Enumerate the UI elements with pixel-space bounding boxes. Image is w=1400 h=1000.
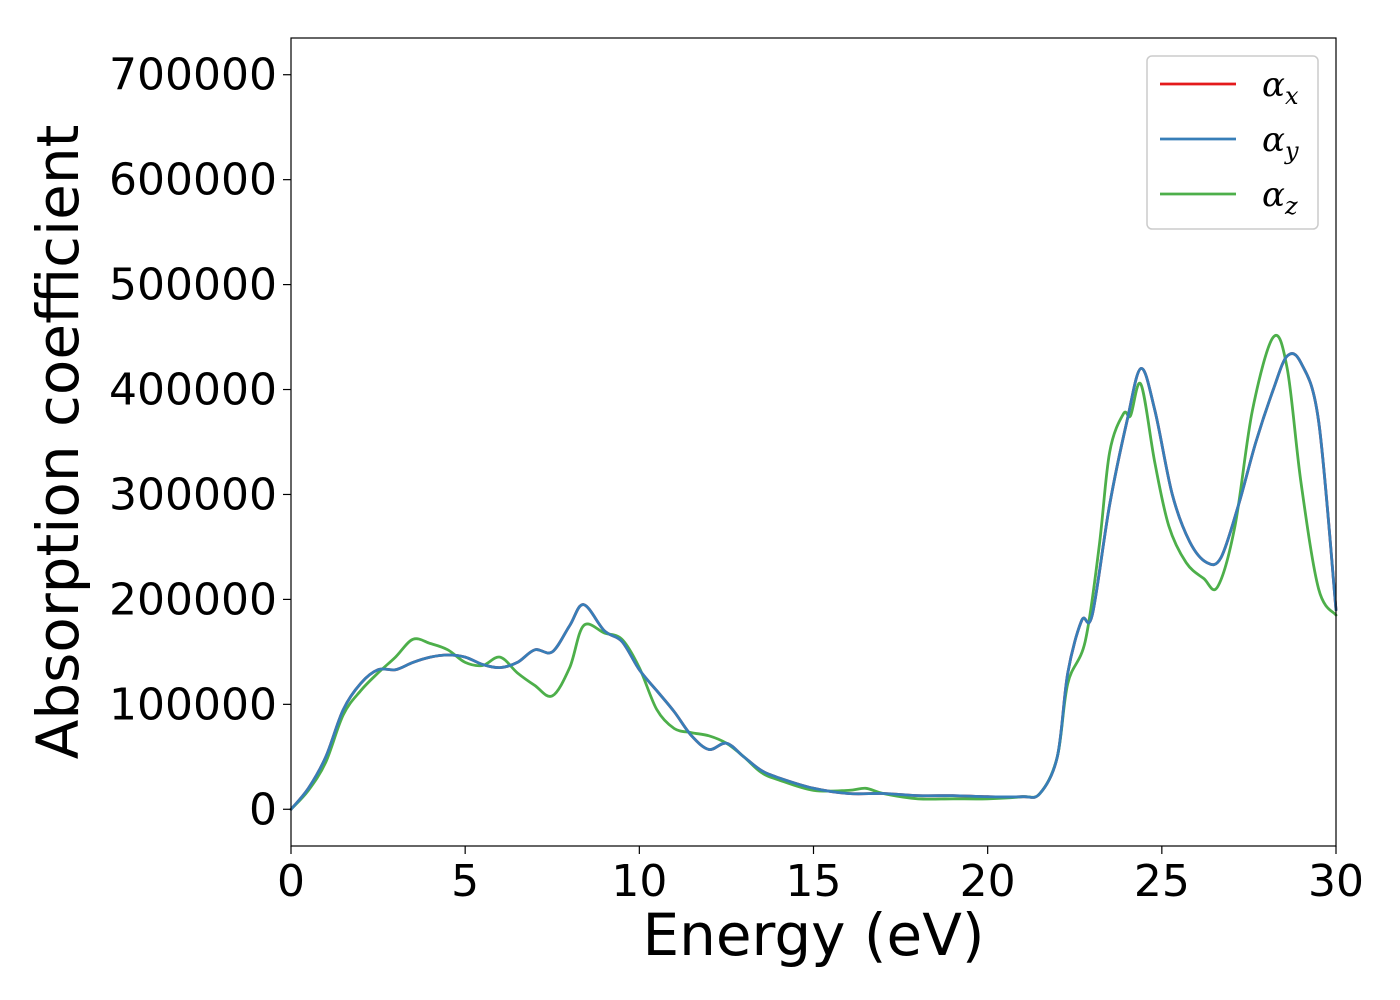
x-tick-label: 5	[451, 856, 479, 907]
legend-label-subscript: z	[1284, 192, 1298, 220]
series-line-α-x	[289, 352, 1338, 811]
x-tick-label: 30	[1308, 856, 1364, 907]
legend-label-subscript: y	[1284, 137, 1299, 165]
x-tick-label: 25	[1134, 856, 1190, 907]
x-tick-label: 20	[960, 856, 1016, 907]
y-tick-label: 200000	[109, 574, 277, 625]
legend-label-symbol: α	[1262, 175, 1285, 215]
y-axis: 0 100000 200000 300000 400000 500000 600000 700…	[109, 50, 291, 835]
x-axis: 0 5 10 15 20 25 30	[277, 846, 1364, 907]
y-axis-title: Absorption coefficient	[24, 125, 92, 760]
x-tick-label: 10	[611, 856, 667, 907]
legend-label-symbol: α	[1262, 65, 1285, 105]
y-tick-label: 500000	[109, 260, 277, 311]
legend-label-subscript: x	[1285, 82, 1299, 110]
y-tick-label: 700000	[109, 50, 277, 101]
legend-label-x: αx	[1262, 65, 1299, 110]
x-tick-label: 15	[786, 856, 842, 907]
series-layer	[289, 334, 1338, 811]
y-tick-label: 300000	[109, 469, 277, 520]
legend-label-z: αz	[1262, 175, 1298, 220]
y-tick-label: 600000	[109, 155, 277, 206]
y-tick-label: 0	[249, 784, 277, 835]
legend-label-y: αy	[1262, 120, 1299, 165]
y-tick-label: 400000	[109, 365, 277, 416]
x-tick-label: 0	[277, 856, 305, 907]
legend-box	[1146, 55, 1319, 230]
y-tick-label: 100000	[109, 679, 277, 730]
series-line-α-y	[289, 352, 1338, 811]
legend-label-symbol: α	[1262, 120, 1285, 160]
x-axis-title: Energy (eV)	[642, 901, 984, 969]
series-line-α-z	[289, 334, 1338, 811]
